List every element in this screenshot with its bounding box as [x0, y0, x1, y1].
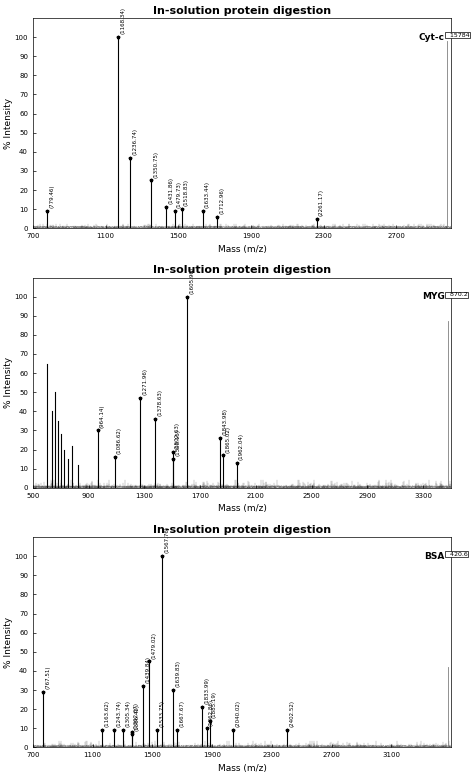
- Text: (1865.02): (1865.02): [225, 426, 230, 452]
- Title: In-solution protein digestion: In-solution protein digestion: [153, 265, 331, 275]
- Title: In-solution protein digestion: In-solution protein digestion: [153, 525, 331, 535]
- Text: (1163.62): (1163.62): [104, 700, 109, 727]
- Text: (1479.73): (1479.73): [177, 181, 182, 208]
- Text: (1431.86): (1431.86): [168, 177, 173, 204]
- Text: (2040.02): (2040.02): [235, 700, 240, 727]
- Text: (1439.84): (1439.84): [146, 657, 150, 684]
- Text: (1862.86): (1862.86): [209, 699, 214, 726]
- Text: (1533.75): (1533.75): [159, 700, 164, 727]
- Text: (1508.15): (1508.15): [175, 430, 181, 456]
- X-axis label: Mass (m/z): Mass (m/z): [218, 504, 266, 514]
- Text: (1518.83): (1518.83): [184, 179, 189, 207]
- Text: 870.2: 870.2: [446, 292, 467, 298]
- Text: MYG: MYG: [422, 292, 445, 301]
- Text: (964.14): (964.14): [100, 404, 105, 427]
- Text: Cyt-c: Cyt-c: [419, 33, 445, 42]
- Text: (2261.17): (2261.17): [319, 189, 324, 216]
- Text: (1833.99): (1833.99): [204, 678, 210, 705]
- Text: (1271.96): (1271.96): [143, 368, 147, 395]
- Y-axis label: % Intensity: % Intensity: [4, 617, 13, 667]
- Text: (1236.74): (1236.74): [133, 127, 137, 155]
- Text: (1243.74): (1243.74): [116, 700, 121, 727]
- Text: (1885.19): (1885.19): [212, 691, 217, 718]
- Text: (1350.75): (1350.75): [153, 151, 158, 178]
- Text: 15784: 15784: [446, 33, 469, 37]
- Text: (1378.63): (1378.63): [157, 389, 163, 416]
- Text: (1843.98): (1843.98): [222, 409, 228, 435]
- Text: (1305.34): (1305.34): [126, 700, 130, 727]
- X-axis label: Mass (m/z): Mass (m/z): [218, 245, 266, 254]
- Text: (1362.67): (1362.67): [134, 702, 139, 730]
- Text: (1502.63): (1502.63): [175, 422, 180, 449]
- Text: 420.6: 420.6: [446, 552, 467, 557]
- Text: (1086.62): (1086.62): [117, 427, 122, 455]
- Text: (1366.42): (1366.42): [135, 704, 139, 731]
- Text: (1479.02): (1479.02): [151, 632, 156, 659]
- Text: (1633.44): (1633.44): [205, 181, 210, 208]
- Title: In-solution protein digestion: In-solution protein digestion: [153, 5, 331, 16]
- Text: (1667.67): (1667.67): [180, 700, 184, 727]
- Text: (2402.52): (2402.52): [289, 700, 294, 727]
- Text: (1712.96): (1712.96): [219, 187, 224, 214]
- Text: (1962.04): (1962.04): [239, 434, 244, 460]
- X-axis label: Mass (m/z): Mass (m/z): [218, 764, 266, 773]
- Y-axis label: % Intensity: % Intensity: [4, 98, 13, 148]
- Text: (1605.96): (1605.96): [189, 267, 194, 294]
- Text: (779.46): (779.46): [49, 185, 55, 208]
- Y-axis label: % Intensity: % Intensity: [4, 357, 13, 408]
- Text: BSA: BSA: [424, 552, 445, 561]
- Text: (1168.34): (1168.34): [120, 7, 125, 34]
- Text: (767.51): (767.51): [45, 666, 50, 689]
- Text: (1567.76): (1567.76): [164, 526, 170, 553]
- Text: (1639.83): (1639.83): [175, 660, 180, 688]
